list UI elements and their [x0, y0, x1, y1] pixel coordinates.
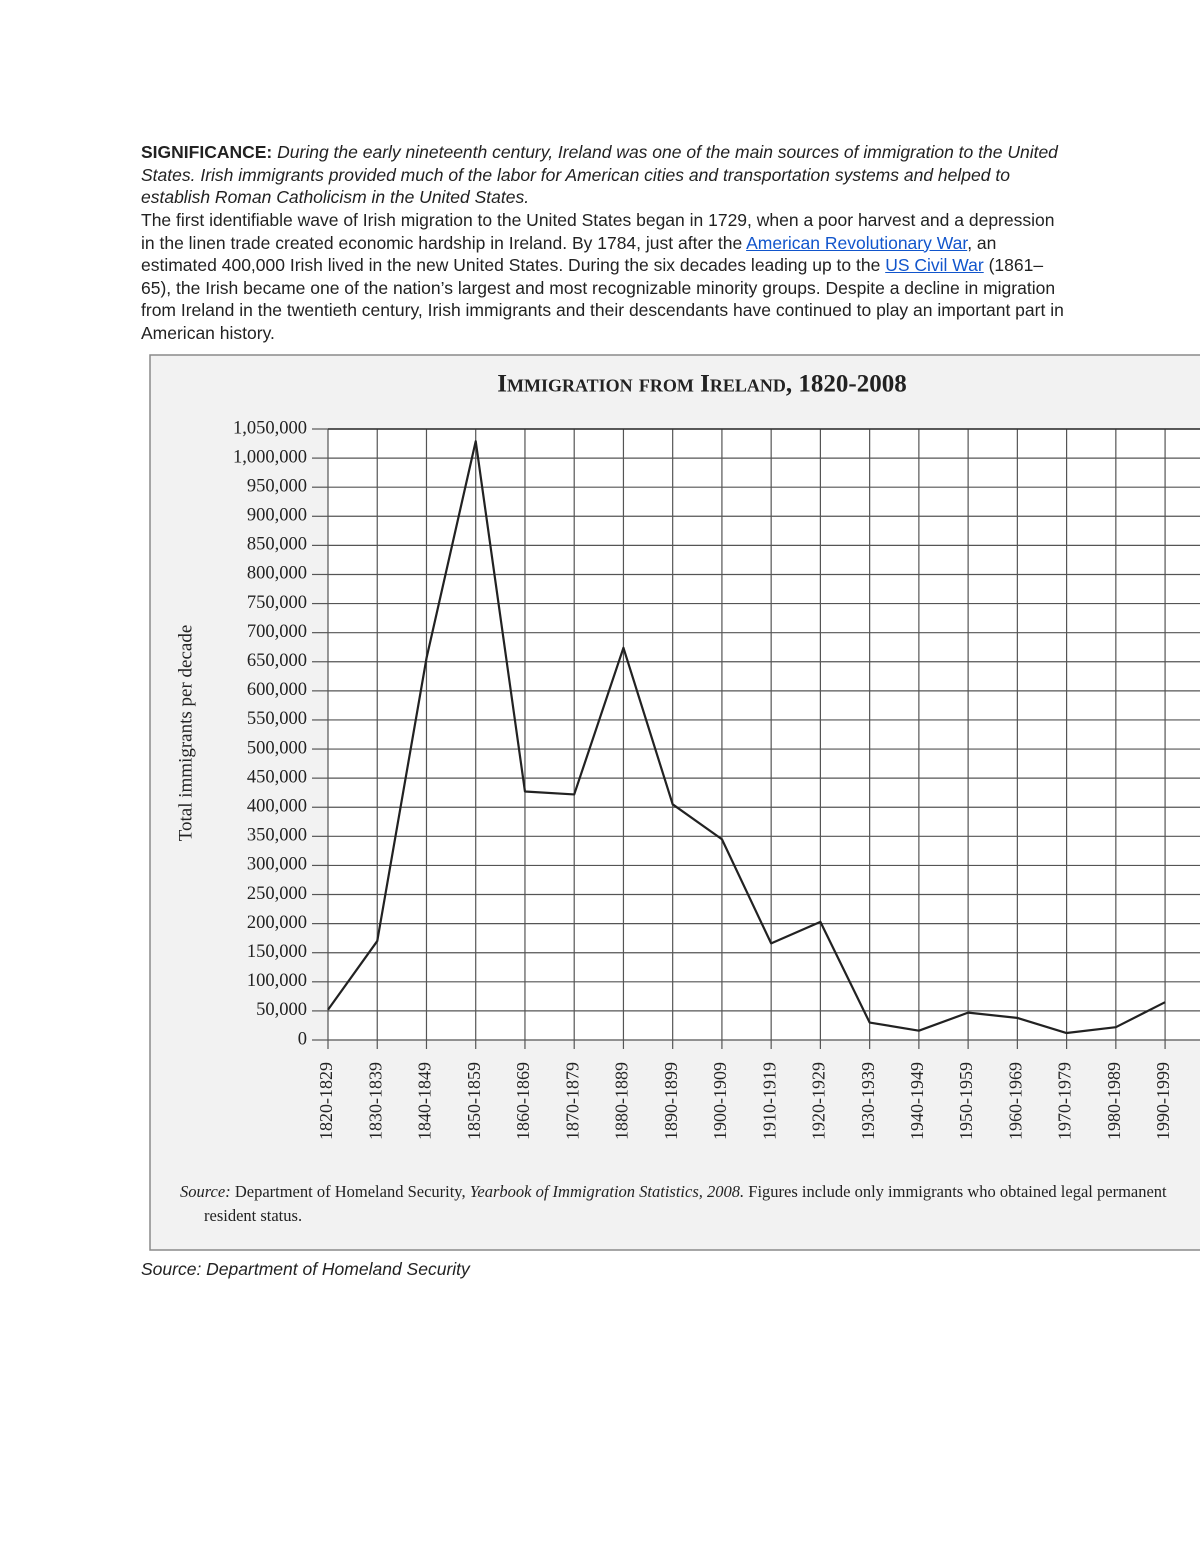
x-tick-label: 1830-1839 [365, 1062, 385, 1140]
y-tick-label: 550,000 [247, 709, 307, 729]
x-tick-label: 1840-1849 [415, 1062, 435, 1140]
caption: Source: Department of Homeland Security [141, 1259, 470, 1279]
y-tick-label: 50,000 [256, 1000, 307, 1020]
y-tick-label: 600,000 [247, 680, 307, 700]
x-tick-label: 1860-1869 [513, 1062, 533, 1140]
y-tick-label: 350,000 [247, 826, 307, 846]
y-tick-label: 400,000 [247, 796, 307, 816]
y-tick-label: 700,000 [247, 622, 307, 642]
y-tick-label: 750,000 [247, 593, 307, 613]
x-tick-label: 1990-1999 [1153, 1062, 1173, 1140]
intro-label: SIGNIFICANCE: [141, 142, 273, 162]
note-org: Department of Homeland Security, [234, 1182, 466, 1201]
x-tick-label: 1870-1879 [562, 1062, 582, 1140]
y-tick-label: 100,000 [247, 971, 307, 991]
x-tick-label: 1850-1859 [464, 1062, 484, 1140]
body-text: The first identifiable wave of Irish mig… [141, 210, 1055, 253]
y-tick-label: 850,000 [247, 535, 307, 555]
y-axis-label: Total immigrants per decade [175, 625, 196, 842]
body-paragraph: The first identifiable wave of Irish mig… [141, 209, 1066, 345]
y-tick-label: 500,000 [247, 738, 307, 758]
x-tick-label: 1960-1969 [1005, 1062, 1025, 1140]
chart-source-note: Source: Department of Homeland Security,… [180, 1180, 1199, 1228]
link[interactable]: American Revolutionary War [746, 232, 968, 253]
y-tick-label: 300,000 [247, 855, 307, 875]
y-tick-label: 1,050,000 [233, 418, 307, 438]
x-tick-label: 1980-1989 [1104, 1062, 1124, 1140]
x-tick-label: 1820-1829 [316, 1062, 336, 1140]
note-text: Figures include only immigrants who obta… [204, 1182, 1167, 1225]
y-tick-label: 650,000 [247, 651, 307, 671]
y-tick-label: 950,000 [247, 476, 307, 496]
body-text: , an estimated 400,000 Irish lived in th… [141, 232, 997, 276]
y-tick-label: 1,000,000 [233, 447, 307, 467]
note-publication: Yearbook of Immigration Statistics, 2008… [469, 1182, 745, 1201]
y-tick-label: 450,000 [247, 767, 307, 787]
y-tick-label: 800,000 [247, 564, 307, 584]
x-tick-label: 1940-1949 [907, 1062, 927, 1140]
y-tick-label: 0 [298, 1029, 307, 1049]
y-tick-label: 900,000 [247, 506, 307, 526]
x-tick-label: 1920-1929 [809, 1062, 829, 1140]
chart-title: Immigration from Ireland, 1820-2008 [497, 371, 906, 398]
x-tick-label: 1890-1899 [661, 1062, 681, 1140]
x-tick-label: 1970-1979 [1055, 1062, 1075, 1140]
y-tick-label: 150,000 [247, 942, 307, 962]
plot-area [328, 429, 1200, 1040]
x-tick-label: 1910-1919 [759, 1062, 779, 1140]
y-tick-label: 200,000 [247, 913, 307, 933]
x-tick-label: 1950-1959 [956, 1062, 976, 1140]
intro-text: During the early nineteenth century, Ire… [141, 142, 1058, 208]
link[interactable]: US Civil War [885, 255, 984, 276]
body-text: (1861–65), the Irish became one of the n… [141, 255, 1064, 343]
x-tick-label: 1900-1909 [710, 1062, 730, 1140]
x-tick-label: 1930-1939 [858, 1062, 878, 1140]
line [327, 440, 1166, 1035]
y-tick-label: 250,000 [247, 884, 307, 904]
note-label: Source: [180, 1182, 231, 1201]
intro-paragraph: SIGNIFICANCE: During the early nineteent… [141, 141, 1066, 209]
x-tick-label: 1880-1889 [612, 1062, 632, 1140]
chart: Immigration from Ireland, 1820-2008 Tota… [149, 354, 1200, 1251]
